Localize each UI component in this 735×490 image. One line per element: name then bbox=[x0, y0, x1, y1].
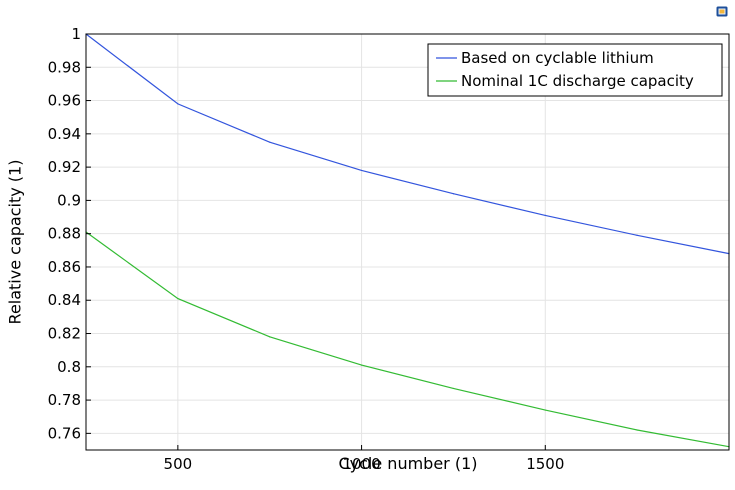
y-tick-label: 0.84 bbox=[48, 291, 81, 309]
y-tick-label: 0.88 bbox=[48, 225, 81, 243]
data-point bbox=[544, 214, 546, 216]
data-point bbox=[269, 141, 271, 143]
data-point bbox=[452, 193, 455, 195]
data-point bbox=[636, 234, 638, 236]
x-tick-label: 500 bbox=[164, 455, 193, 473]
data-point bbox=[360, 364, 363, 366]
legend-label-lithium: Based on cyclable lithium bbox=[461, 49, 654, 67]
data-point bbox=[452, 387, 455, 390]
legend-label-discharge: Nominal 1C discharge capacity bbox=[461, 72, 694, 90]
y-tick-label: 0.9 bbox=[57, 191, 81, 209]
legend: Based on cyclable lithium Nominal 1C dis… bbox=[427, 43, 723, 97]
y-tick-label: 0.8 bbox=[57, 358, 81, 376]
y-tick-label: 0.76 bbox=[48, 424, 81, 442]
y-tick-label: 0.94 bbox=[48, 125, 81, 143]
x-tick-label: 1000 bbox=[342, 455, 380, 473]
data-point bbox=[360, 169, 363, 172]
plot-series bbox=[85, 33, 730, 448]
y-tick-label: 0.98 bbox=[48, 58, 81, 76]
y-tick-label: 0.86 bbox=[48, 258, 81, 276]
y-tick-label: 0.78 bbox=[48, 391, 81, 409]
series-line-lithium bbox=[85, 33, 730, 255]
data-point bbox=[636, 429, 638, 431]
series-line-discharge bbox=[85, 231, 730, 448]
x-axis-title: Cycle number (1) bbox=[338, 454, 477, 473]
plot-frame bbox=[85, 33, 730, 451]
data-point bbox=[544, 409, 546, 411]
y-tick-label: 1 bbox=[71, 25, 81, 43]
x-tick-label: 1500 bbox=[526, 455, 564, 473]
grid-lines bbox=[86, 33, 729, 450]
axis-ticks: 500 1000 1500 1 0.98 0.96 0.94 0.92 0.9 0.88 0.86 0… bbox=[48, 25, 565, 473]
window-icon[interactable] bbox=[716, 6, 728, 17]
data-point bbox=[269, 336, 271, 338]
legend-box bbox=[427, 43, 723, 97]
y-tick-label: 0.92 bbox=[48, 158, 81, 176]
data-point bbox=[177, 103, 179, 105]
y-tick-label: 0.96 bbox=[48, 92, 81, 110]
data-point bbox=[177, 297, 179, 300]
y-tick-label: 0.82 bbox=[48, 325, 81, 343]
y-axis-title: Relative capacity (1) bbox=[6, 160, 25, 325]
